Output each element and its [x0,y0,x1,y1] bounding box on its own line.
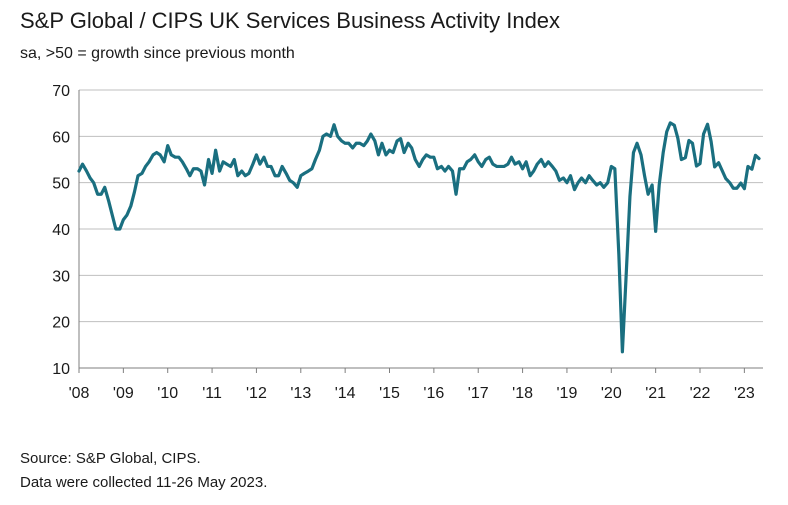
y-tick-label-40: 40 [52,222,70,239]
y-tick-label-10: 10 [52,361,70,378]
x-tick-label-2009: '09 [113,385,134,402]
x-tick-label-2013: '13 [290,385,311,402]
x-tick-label-2022: '22 [690,385,711,402]
chart-subtitle: sa, >50 = growth since previous month [20,45,295,62]
series-line-0 [77,121,761,354]
source-note: Source: S&P Global, CIPS. [20,450,201,467]
x-tick-label-2017: '17 [468,385,489,402]
y-tick-label-30: 30 [52,268,70,285]
axes [78,90,763,373]
x-tick-label-2020: '20 [601,385,622,402]
x-tick-label-2012: '12 [246,385,267,402]
x-tick-label-2018: '18 [512,385,533,402]
y-tick-label-50: 50 [52,176,70,193]
x-tick-label-2016: '16 [423,385,444,402]
chart-title: S&P Global / CIPS UK Services Business A… [20,8,561,33]
x-tick-label-2014: '14 [335,385,356,402]
y-tick-label-60: 60 [52,129,70,146]
y-tick-label-70: 70 [52,83,70,100]
x-tick-label-2015: '15 [379,385,400,402]
x-tick-label-2023: '23 [734,385,755,402]
grid-lines [79,89,763,323]
x-tick-label-2021: '21 [645,385,666,402]
x-tick-label-2008: '08 [69,385,90,402]
y-tick-labels: 10 20 30 40 50 60 70 [52,83,70,378]
y-tick-label-20: 20 [52,315,70,332]
x-tick-label-2019: '19 [557,385,578,402]
series-lines [77,121,761,354]
x-tick-label-2010: '10 [157,385,178,402]
collection-note: Data were collected 11-26 May 2023. [20,474,268,491]
x-tick-labels: '08 '09 '10 '11 '12 '13 '14 '15 '16 '17 '18 '19 '20 '… [69,385,755,402]
x-tick-label-2011: '11 [202,385,222,402]
